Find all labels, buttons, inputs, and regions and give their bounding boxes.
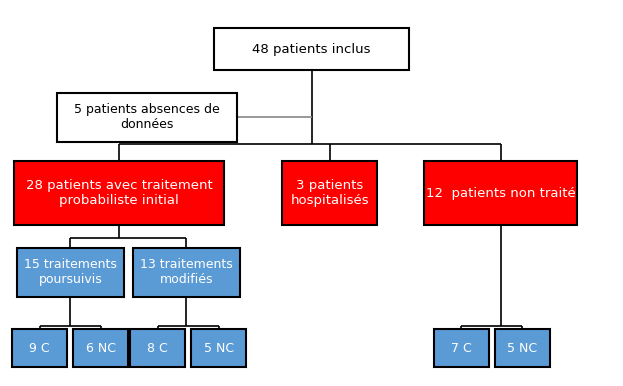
- FancyBboxPatch shape: [424, 161, 577, 225]
- Text: 5 NC: 5 NC: [507, 342, 537, 355]
- Text: 5 patients absences de
données: 5 patients absences de données: [74, 103, 219, 131]
- FancyBboxPatch shape: [214, 29, 409, 70]
- Text: 15 traitements
poursuivis: 15 traitements poursuivis: [24, 259, 117, 286]
- FancyBboxPatch shape: [133, 248, 240, 297]
- FancyBboxPatch shape: [12, 329, 67, 367]
- Text: 12  patients non traité: 12 patients non traité: [426, 186, 576, 200]
- FancyBboxPatch shape: [191, 329, 246, 367]
- Text: 8 C: 8 C: [147, 342, 168, 355]
- Text: 28 patients avec traitement
probabiliste initial: 28 patients avec traitement probabiliste…: [26, 179, 212, 207]
- Text: 7 C: 7 C: [450, 342, 472, 355]
- FancyBboxPatch shape: [282, 161, 377, 225]
- FancyBboxPatch shape: [17, 248, 124, 297]
- Text: 6 NC: 6 NC: [86, 342, 116, 355]
- Text: 5 NC: 5 NC: [204, 342, 234, 355]
- FancyBboxPatch shape: [495, 329, 549, 367]
- Text: 9 C: 9 C: [29, 342, 50, 355]
- FancyBboxPatch shape: [14, 161, 224, 225]
- FancyBboxPatch shape: [130, 329, 185, 367]
- Text: 3 patients
hospitalisés: 3 patients hospitalisés: [290, 179, 369, 207]
- FancyBboxPatch shape: [434, 329, 488, 367]
- Text: 48 patients inclus: 48 patients inclus: [252, 43, 371, 56]
- FancyBboxPatch shape: [57, 93, 237, 142]
- Text: 13 traitements
modifiés: 13 traitements modifiés: [140, 259, 233, 286]
- FancyBboxPatch shape: [74, 329, 128, 367]
